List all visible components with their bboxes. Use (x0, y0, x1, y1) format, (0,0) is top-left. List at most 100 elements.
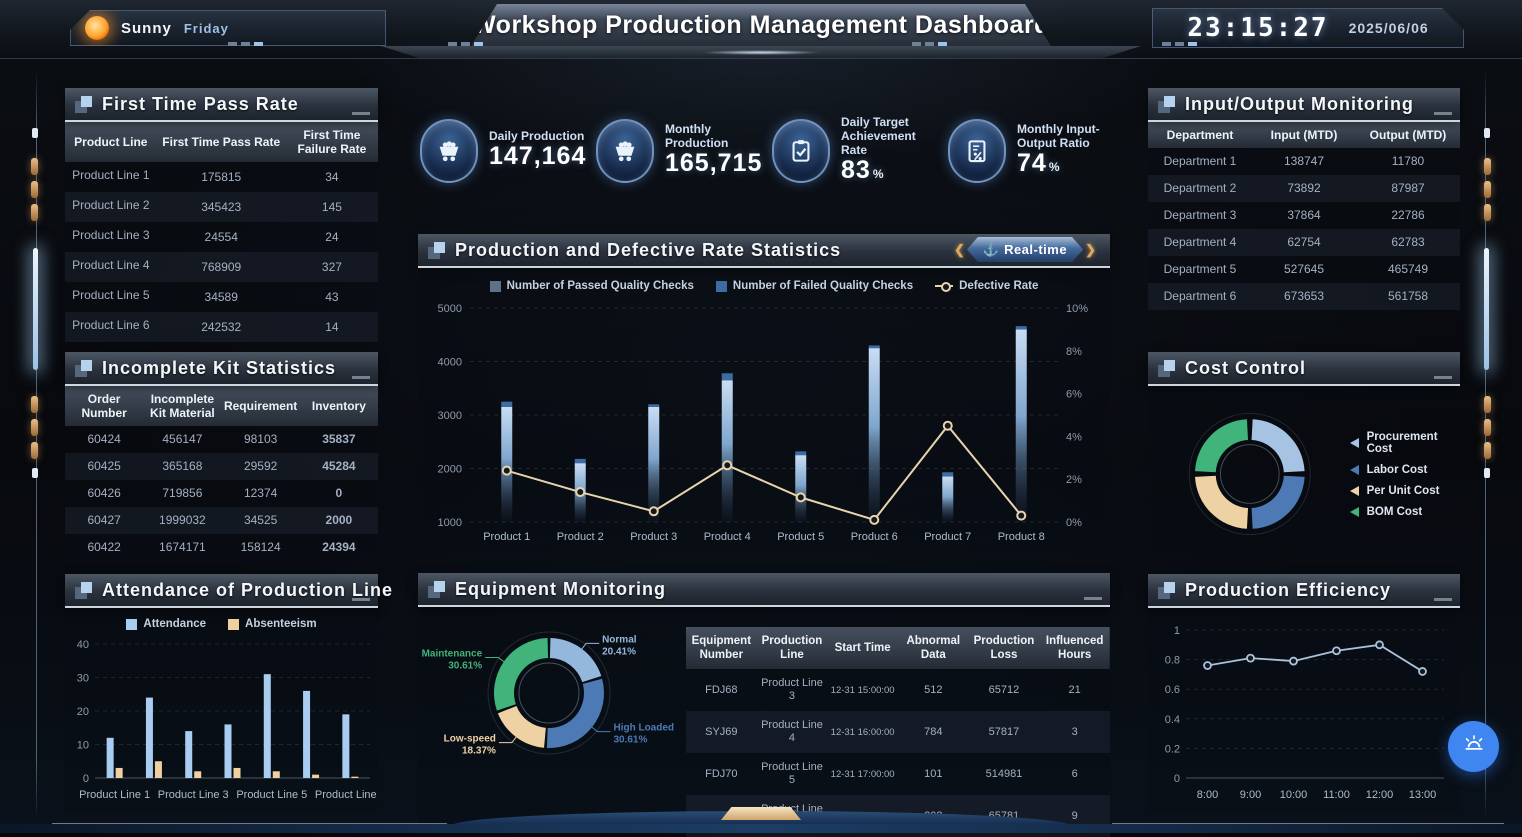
table-row: Product Line 4 768909 327 (65, 252, 378, 282)
kpi-label: Monthly Input-Output Ratio (1017, 122, 1100, 150)
panel-squares-icon (75, 95, 92, 113)
legend-item[interactable]: Procurement Cost (1349, 431, 1460, 455)
svg-text:4%: 4% (1066, 431, 1082, 443)
svg-text:20: 20 (77, 706, 89, 718)
table-cell: 158124 (240, 540, 281, 554)
kpi-label: Daily Production (489, 129, 585, 143)
legend-item[interactable]: Number of Failed Quality Checks (715, 280, 913, 292)
legend-item[interactable]: Defective Rate (935, 280, 1038, 292)
svg-text:6%: 6% (1066, 389, 1082, 401)
kpi-value: 74% (1017, 149, 1061, 177)
svg-text:30.61%: 30.61% (448, 661, 482, 672)
table-cell: 512 (924, 683, 943, 696)
svg-text:30.61%: 30.61% (613, 735, 647, 746)
panel-header: Attendance of Production Line (65, 574, 392, 608)
column-header: Requirement (223, 399, 298, 413)
svg-text:40: 40 (77, 639, 89, 651)
table-cell: Department 4 (1163, 235, 1237, 249)
panel-squares-icon (428, 580, 445, 598)
column-header: Department (1166, 128, 1234, 142)
svg-text:0.8: 0.8 (1165, 655, 1180, 667)
table-cell: SYJ69 (705, 725, 738, 738)
weekday-label: Friday (183, 20, 229, 36)
svg-text:8%: 8% (1066, 346, 1082, 358)
kpi-monthly-production: Monthly Production 165,715 (596, 119, 761, 183)
table-cell: 138747 (1283, 154, 1325, 168)
column-header: Order Number (81, 392, 127, 420)
table-cell: 12-31 17:00:00 (830, 768, 895, 780)
panel-squares-icon (1158, 581, 1175, 599)
realtime-badge[interactable]: ❮ ⚓ Real-time ❯ (954, 237, 1096, 262)
table-row: Product Line 2 345423 145 (65, 192, 378, 222)
table-cell: 24554 (204, 229, 238, 244)
kpi-value: 83% (841, 156, 885, 184)
panel-title: Cost Control (1185, 357, 1306, 378)
right-frame-decoration (1476, 70, 1522, 819)
legend-item[interactable]: Per Unit Cost (1349, 485, 1460, 497)
attendance-chart: 0 10 20 30 40 Product Line 1 Product Line 3 Pro… (77, 639, 386, 801)
attendance-legend: Attendance Absenteeism (65, 614, 378, 634)
legend-item[interactable]: Absenteeism (228, 618, 317, 630)
legend-item[interactable]: Labor Cost (1349, 464, 1460, 476)
table-cell: 12-31 18:00:00 (830, 810, 895, 822)
mine-cart-icon (596, 119, 654, 183)
table-row: Department 1 138747 11780 (1148, 148, 1460, 175)
table-row: Product Line 6 242532 14 (65, 312, 378, 342)
svg-text:Product 2: Product 2 (557, 531, 604, 543)
kpi-input-output-ratio: Monthly Input-Output Ratio 74% (948, 119, 1110, 183)
svg-text:2000: 2000 (438, 464, 462, 476)
table-cell: 456147 (162, 432, 203, 446)
table-cell: 1674171 (159, 540, 206, 554)
table-row: 60427 1999032 34525 2000 (65, 507, 378, 534)
legend-item[interactable]: BOM Cost (1349, 506, 1460, 518)
panel-header: Input/Output Monitoring (1148, 88, 1460, 122)
column-header: Product Line (74, 135, 148, 149)
first-time-pass-table: Product Line First Time Pass Rate First Ti… (65, 122, 378, 342)
alarm-siren-icon (1461, 731, 1487, 762)
column-header: Output (MTD) (1369, 128, 1447, 142)
svg-text:10:00: 10:00 (1280, 789, 1308, 801)
realtime-label: Real-time (1004, 242, 1068, 257)
svg-text:11:00: 11:00 (1323, 789, 1350, 801)
document-percent-icon (948, 119, 1006, 183)
kpi-label: Monthly Production (665, 122, 729, 150)
legend-item[interactable]: Attendance (126, 618, 206, 630)
panel-header: Incomplete Kit Statistics (65, 352, 378, 386)
kpi-daily-production: Daily Production 147,164 (420, 119, 585, 183)
column-header: Incomplete Kit Material (150, 392, 215, 420)
input-output-table: Department Input (MTD) Output (MTD) Departm… (1148, 122, 1460, 310)
kpi-value: 147,164 (489, 142, 587, 170)
chevron-left-icon: ❮ (953, 241, 965, 257)
svg-text:Product Line 1: Product Line 1 (79, 789, 150, 801)
table-cell: 1999032 (159, 513, 206, 527)
panel-cost-control: Cost Control Procurement Cost Labor Cost P… (1148, 352, 1460, 552)
table-row: 60426 719856 12374 0 (65, 480, 378, 507)
table-cell: 73892 (1287, 181, 1321, 195)
column-header: Influenced Hours (1045, 635, 1104, 661)
svg-text:18.37%: 18.37% (462, 746, 496, 757)
svg-text:Normal: Normal (602, 634, 637, 645)
alarm-button[interactable] (1448, 721, 1499, 772)
svg-text:Product 1: Product 1 (483, 531, 530, 543)
svg-text:High Loaded: High Loaded (613, 723, 674, 734)
table-cell: 14 (325, 319, 339, 334)
table-cell: Product Line 4 (761, 719, 823, 744)
svg-text:8:00: 8:00 (1197, 789, 1218, 801)
realtime-icon: ⚓ (982, 241, 1000, 257)
legend-item[interactable]: Number of Passed Quality Checks (489, 280, 694, 292)
table-cell: 57817 (988, 725, 1020, 738)
column-header: Equipment Number (691, 635, 752, 661)
header-dash-decoration (1084, 597, 1102, 600)
table-cell: 2000 (325, 513, 353, 527)
svg-text:Product 5: Product 5 (777, 531, 824, 543)
table-cell: Product Line 3 (761, 677, 823, 702)
column-header: Start Time (834, 642, 891, 654)
table-cell: 145 (321, 199, 342, 214)
table-cell: 101 (924, 767, 943, 780)
svg-text:Product 7: Product 7 (924, 531, 971, 543)
table-cell: FDJ68 (705, 683, 738, 696)
kpi-label: Daily Target Achievement Rate (841, 115, 916, 157)
table-row: Product Line 5 34589 43 (65, 282, 378, 312)
chevron-right-icon: ❯ (1085, 241, 1096, 257)
column-header: First Time Failure Rate (297, 128, 367, 156)
